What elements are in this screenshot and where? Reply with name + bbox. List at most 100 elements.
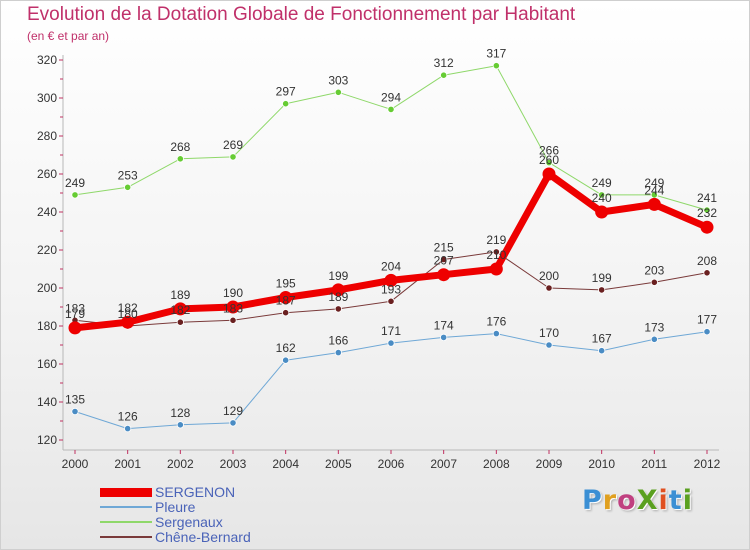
y-tick-label: 140 bbox=[37, 395, 57, 409]
data-label-sergenaux: 241 bbox=[697, 191, 717, 205]
logo-letter: t bbox=[668, 485, 683, 516]
data-label-sergenon: 244 bbox=[644, 183, 664, 197]
data-label-sergenon: 199 bbox=[328, 269, 348, 283]
y-tick-label: 260 bbox=[37, 167, 57, 181]
data-point-pleure bbox=[703, 328, 711, 336]
data-point-chene-bernard bbox=[229, 316, 237, 324]
data-point-chene-bernard bbox=[492, 248, 500, 256]
data-point-sergenon bbox=[279, 291, 293, 304]
chart-subtitle: (en € et par an) bbox=[27, 29, 110, 43]
data-point-pleure bbox=[176, 421, 184, 429]
x-tick-label: 2000 bbox=[62, 457, 89, 471]
data-label-sergenaux: 249 bbox=[65, 176, 85, 190]
data-label-pleure: 177 bbox=[697, 313, 717, 327]
data-label-sergenon: 182 bbox=[118, 301, 138, 315]
data-point-chene-bernard bbox=[545, 284, 553, 292]
logo-letter: X bbox=[636, 485, 659, 516]
data-point-pleure bbox=[598, 347, 606, 355]
data-label-pleure: 170 bbox=[539, 326, 559, 340]
data-point-pleure bbox=[387, 339, 395, 347]
data-point-pleure bbox=[545, 341, 553, 349]
chart-axes: 120 140 160 180 200 220 240 260 280 300 320 2000 200… bbox=[37, 53, 721, 471]
logo-letter: i bbox=[658, 485, 669, 516]
x-tick-label: 2010 bbox=[588, 457, 615, 471]
data-point-sergenaux bbox=[387, 105, 395, 114]
logo-letter: i bbox=[682, 485, 693, 516]
data-point-pleure bbox=[71, 407, 79, 416]
data-point-sergenaux bbox=[282, 100, 290, 108]
data-label-sergenon: 195 bbox=[276, 277, 296, 291]
data-label-chene-bernard: 208 bbox=[697, 254, 717, 268]
data-label-sergenaux: 303 bbox=[328, 73, 348, 87]
data-label-chene-bernard: 215 bbox=[434, 241, 454, 255]
data-label-sergenon: 260 bbox=[539, 153, 559, 167]
data-label-chene-bernard: 187 bbox=[276, 294, 296, 308]
data-point-sergenon bbox=[384, 273, 398, 287]
data-point-sergenaux bbox=[229, 153, 237, 161]
data-point-sergenon bbox=[121, 315, 135, 329]
data-point-sergenaux bbox=[545, 159, 553, 167]
data-label-chene-bernard: 199 bbox=[592, 271, 612, 285]
data-point-pleure bbox=[282, 356, 290, 364]
data-point-sergenon bbox=[595, 205, 609, 219]
data-label-pleure: 173 bbox=[644, 320, 664, 334]
data-point-sergenon bbox=[700, 220, 714, 234]
y-tick-label: 220 bbox=[37, 243, 57, 257]
data-label-sergenaux: 294 bbox=[381, 90, 401, 104]
data-point-chene-bernard bbox=[176, 318, 184, 326]
data-label-sergenaux: 249 bbox=[592, 176, 612, 190]
data-point-chene-bernard bbox=[703, 269, 711, 277]
data-label-sergenon: 210 bbox=[486, 248, 506, 262]
chart-series bbox=[68, 62, 714, 433]
data-label-sergenon: 240 bbox=[592, 191, 612, 205]
y-tick-label: 320 bbox=[37, 53, 57, 67]
data-label-sergenon: 189 bbox=[170, 288, 190, 302]
legend-swatch bbox=[100, 506, 152, 508]
logo-letter: P bbox=[582, 485, 603, 516]
data-label-sergenaux: 268 bbox=[170, 140, 190, 154]
x-tick-label: 2002 bbox=[167, 457, 194, 471]
logo-letter: r bbox=[602, 485, 618, 516]
data-point-sergenaux bbox=[703, 206, 711, 214]
data-label-pleure: 176 bbox=[486, 315, 506, 329]
data-point-pleure bbox=[492, 329, 500, 338]
data-point-pleure bbox=[440, 333, 448, 341]
data-label-pleure: 166 bbox=[328, 334, 348, 348]
data-label-pleure: 129 bbox=[223, 404, 243, 418]
y-tick-label: 120 bbox=[37, 433, 57, 447]
data-label-chene-bernard: 200 bbox=[539, 269, 559, 283]
data-label-pleure: 171 bbox=[381, 324, 401, 338]
data-label-sergenon: 204 bbox=[381, 259, 401, 273]
data-label-chene-bernard: 203 bbox=[644, 263, 664, 277]
legend-swatch bbox=[100, 487, 152, 497]
data-label-pleure: 167 bbox=[592, 332, 612, 346]
x-tick-label: 2009 bbox=[536, 457, 563, 471]
data-label-pleure: 162 bbox=[276, 341, 296, 355]
data-point-sergenaux bbox=[71, 191, 79, 199]
data-point-sergenaux bbox=[598, 191, 606, 199]
legend-label: Sergenaux bbox=[155, 514, 223, 530]
x-tick-label: 2004 bbox=[272, 457, 299, 471]
chart-data-labels: 249 253 268 269 297 303 294 312 317 266 249 249 241 1… bbox=[65, 47, 717, 424]
legend-label: SERGENON bbox=[155, 484, 236, 500]
data-point-sergenon bbox=[68, 321, 82, 335]
legend-label: Pleure bbox=[155, 499, 196, 515]
data-point-sergenaux bbox=[124, 183, 132, 191]
y-tick-label: 180 bbox=[37, 319, 57, 333]
data-label-chene-bernard: 180 bbox=[118, 307, 138, 321]
data-label-chene-bernard: 182 bbox=[170, 303, 190, 317]
data-label-sergenon: 232 bbox=[697, 206, 717, 220]
x-tick-label: 2008 bbox=[483, 457, 510, 471]
legend-label: Chêne-Bernard bbox=[155, 529, 251, 545]
data-label-sergenaux: 269 bbox=[223, 138, 243, 152]
data-point-chene-bernard bbox=[650, 278, 658, 286]
y-tick-label: 300 bbox=[37, 91, 57, 105]
data-point-sergenon bbox=[489, 262, 503, 276]
data-label-sergenon: 190 bbox=[223, 286, 243, 300]
data-point-sergenaux bbox=[334, 88, 342, 96]
y-tick-label: 280 bbox=[37, 129, 57, 143]
data-point-sergenon bbox=[542, 167, 556, 181]
data-point-pleure bbox=[124, 424, 132, 433]
data-point-chene-bernard bbox=[334, 305, 342, 313]
